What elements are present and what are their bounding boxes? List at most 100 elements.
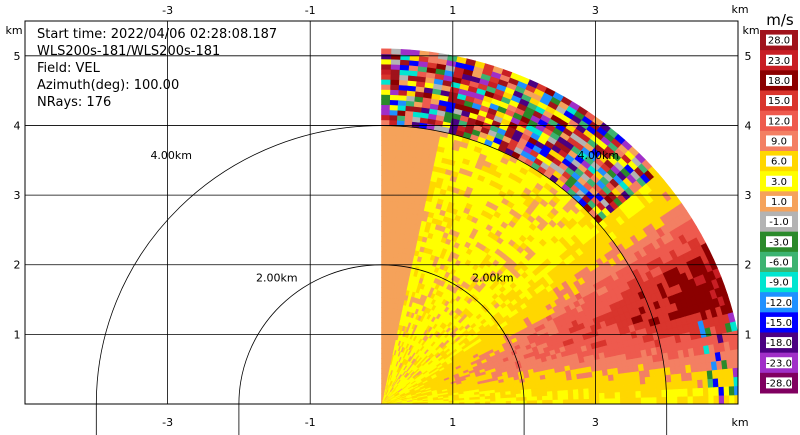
velocity-gate bbox=[567, 388, 574, 395]
velocity-gate bbox=[526, 395, 533, 401]
velocity-gate bbox=[389, 104, 398, 111]
velocity-gate bbox=[402, 130, 412, 137]
velocity-gate bbox=[577, 388, 585, 395]
velocity-gate bbox=[578, 393, 585, 400]
velocity-gate bbox=[620, 397, 626, 404]
velocity-gate bbox=[381, 215, 387, 222]
velocity-gate bbox=[387, 180, 394, 187]
velocity-gate bbox=[568, 398, 575, 404]
velocity-gate bbox=[531, 395, 538, 401]
velocity-gate bbox=[389, 241, 395, 248]
velocity-gate bbox=[552, 390, 559, 396]
colorbar-label: 3.0 bbox=[771, 177, 787, 188]
velocity-gate bbox=[384, 266, 390, 273]
velocity-gate bbox=[388, 119, 398, 126]
velocity-gate bbox=[609, 397, 616, 404]
colorbar-label: 9.0 bbox=[771, 136, 787, 147]
velocity-gate bbox=[386, 200, 393, 207]
velocity-gate bbox=[398, 74, 409, 81]
velocity-gate bbox=[390, 53, 401, 60]
velocity-gate bbox=[385, 231, 392, 238]
velocity-gate bbox=[614, 391, 621, 399]
velocity-gate bbox=[531, 391, 538, 397]
velocity-gate bbox=[572, 388, 579, 395]
velocity-gate bbox=[397, 94, 407, 101]
velocity-gate bbox=[391, 201, 399, 208]
colorbar-label: 18.0 bbox=[768, 76, 790, 87]
velocity-gate bbox=[625, 397, 632, 404]
velocity-gate bbox=[562, 398, 569, 404]
velocity-gate bbox=[399, 227, 406, 234]
velocity-gate bbox=[400, 216, 407, 224]
velocity-gate bbox=[385, 246, 391, 253]
velocity-gate bbox=[542, 395, 548, 401]
velocity-gate bbox=[381, 150, 389, 156]
velocity-gate bbox=[381, 180, 388, 187]
velocity-gate bbox=[381, 119, 390, 126]
velocity-gate bbox=[381, 241, 387, 248]
velocity-gate bbox=[381, 302, 385, 308]
velocity-gate bbox=[703, 395, 710, 404]
range-ring-label: 2.00km bbox=[472, 271, 514, 284]
velocity-gate bbox=[393, 241, 400, 248]
velocity-gate bbox=[646, 396, 652, 404]
velocity-gate bbox=[707, 378, 714, 388]
velocity-gate bbox=[393, 160, 402, 167]
velocity-gate bbox=[723, 394, 730, 404]
velocity-gate bbox=[697, 378, 704, 389]
velocity-gate bbox=[718, 386, 725, 396]
velocity-gate bbox=[656, 389, 663, 398]
velocity-gate bbox=[687, 395, 694, 404]
velocity-gate bbox=[383, 297, 388, 303]
velocity-gate bbox=[389, 94, 399, 101]
colorbar-label: -6.0 bbox=[769, 257, 789, 268]
velocity-gate bbox=[567, 393, 574, 400]
y-tick-label-right: 2 bbox=[745, 259, 752, 272]
velocity-gate bbox=[381, 327, 384, 334]
range-ring-label: 4.00km bbox=[150, 149, 192, 162]
velocity-gate bbox=[386, 205, 393, 212]
velocity-gate bbox=[740, 395, 745, 404]
velocity-gate bbox=[557, 389, 564, 396]
velocity-gate bbox=[734, 394, 738, 404]
velocity-gate bbox=[577, 382, 584, 390]
velocity-gate bbox=[381, 165, 389, 172]
velocity-gate bbox=[390, 226, 397, 233]
velocity-gate bbox=[384, 256, 390, 263]
velocity-gate bbox=[384, 281, 389, 288]
velocity-gate bbox=[381, 383, 383, 390]
velocity-gate bbox=[381, 292, 385, 298]
velocity-gate bbox=[398, 181, 406, 188]
velocity-gate bbox=[598, 386, 605, 394]
velocity-gate bbox=[401, 211, 408, 219]
y-tick-label-left: 2 bbox=[14, 259, 21, 272]
velocity-gate bbox=[624, 384, 631, 392]
velocity-gate bbox=[708, 386, 715, 396]
velocity-gate bbox=[394, 145, 403, 152]
velocity-gate bbox=[389, 251, 395, 258]
colorbar-label: -9.0 bbox=[769, 278, 789, 289]
velocity-gate bbox=[400, 222, 407, 229]
velocity-gate bbox=[388, 129, 397, 136]
velocity-gate bbox=[381, 378, 383, 385]
velocity-gate bbox=[381, 256, 386, 263]
velocity-gate bbox=[385, 221, 392, 227]
velocity-gate bbox=[387, 165, 395, 172]
velocity-gate bbox=[573, 398, 580, 404]
axis-unit-label: km bbox=[731, 416, 748, 429]
velocity-gate bbox=[592, 381, 600, 389]
velocity-gate bbox=[395, 130, 404, 137]
x-tick-label-bottom: -3 bbox=[162, 416, 173, 429]
velocity-gate bbox=[613, 379, 621, 387]
velocity-gate bbox=[567, 384, 574, 390]
velocity-gate bbox=[402, 135, 411, 142]
velocity-gate bbox=[393, 246, 399, 253]
colorbar-label: -18.0 bbox=[766, 338, 792, 349]
velocity-gate bbox=[609, 385, 616, 393]
velocity-gate bbox=[390, 63, 401, 70]
velocity-gate bbox=[381, 170, 389, 177]
velocity-gate bbox=[381, 251, 386, 258]
velocity-gate bbox=[381, 129, 390, 136]
velocity-gate bbox=[604, 392, 611, 399]
colorbar-label: -23.0 bbox=[766, 358, 792, 369]
